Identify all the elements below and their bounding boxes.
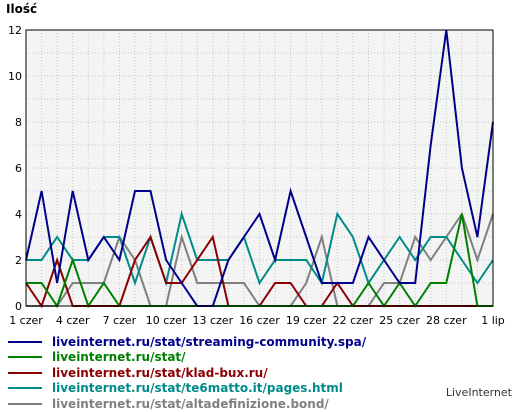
- y-tick-labels: 0 2 4 6 8 10 12: [8, 24, 22, 313]
- y-tick-label: 4: [15, 208, 22, 221]
- legend-entry: liveinternet.ru/stat/klad-bux.ru/: [8, 365, 366, 381]
- x-tick-label: 7 czer: [103, 314, 137, 327]
- legend-swatch: [8, 356, 42, 359]
- x-tick-label: 28 czer: [426, 314, 467, 327]
- series-line: [25, 29, 494, 307]
- y-tick-label: 10: [8, 70, 22, 83]
- legend-swatch: [8, 402, 42, 405]
- legend-entry: liveinternet.ru/stat/: [8, 350, 366, 366]
- y-tick-label: 2: [15, 254, 22, 267]
- x-tick-label: 16 czer: [239, 314, 280, 327]
- legend-label: liveinternet.ru/stat/altadefinizione.bon…: [52, 396, 329, 411]
- line-chart: 0 2 4 6 8 10 12 1 czer 4 czer 7 czer 10 czer 13 cz…: [8, 24, 505, 327]
- legend-label: liveinternet.ru/stat/klad-bux.ru/: [52, 365, 268, 380]
- y-tick-label: 8: [15, 116, 22, 129]
- legend-entry: liveinternet.ru/stat/altadefinizione.bon…: [8, 396, 366, 412]
- y-tick-label: 6: [15, 162, 22, 175]
- legend-entry: liveinternet.ru/stat/te6matto.it/pages.h…: [8, 381, 366, 397]
- x-tick-label: 19 czer: [286, 314, 327, 327]
- x-tick-label: 13 czer: [192, 314, 233, 327]
- legend-label: liveinternet.ru/stat/te6matto.it/pages.h…: [52, 381, 343, 396]
- x-tick-label: 1 lip: [481, 314, 505, 327]
- y-tick-label: 12: [8, 24, 22, 37]
- watermark-text: LiveInternet: [445, 386, 512, 399]
- legend-entry: liveinternet.ru/stat/streaming-community…: [8, 334, 366, 350]
- legend-label: liveinternet.ru/stat/streaming-community…: [52, 334, 367, 349]
- legend-label: liveinternet.ru/stat/: [52, 350, 186, 365]
- x-tick-label: 22 czer: [333, 314, 374, 327]
- legend: liveinternet.ru/stat/streaming-community…: [8, 334, 366, 412]
- plot-border: [25, 29, 494, 307]
- x-tick-label: 25 czer: [379, 314, 420, 327]
- x-tick-label: 10 czer: [146, 314, 187, 327]
- x-tick-label: 1 czer: [9, 314, 43, 327]
- y-axis-title: Ilość: [6, 2, 38, 16]
- legend-swatch: [8, 387, 42, 390]
- x-tick-labels: 1 czer 4 czer 7 czer 10 czer 13 czer 16 czer 1…: [9, 314, 505, 327]
- y-tick-label: 0: [15, 300, 22, 313]
- legend-swatch: [8, 371, 42, 374]
- x-tick-label: 4 czer: [56, 314, 90, 327]
- legend-swatch: [8, 340, 42, 343]
